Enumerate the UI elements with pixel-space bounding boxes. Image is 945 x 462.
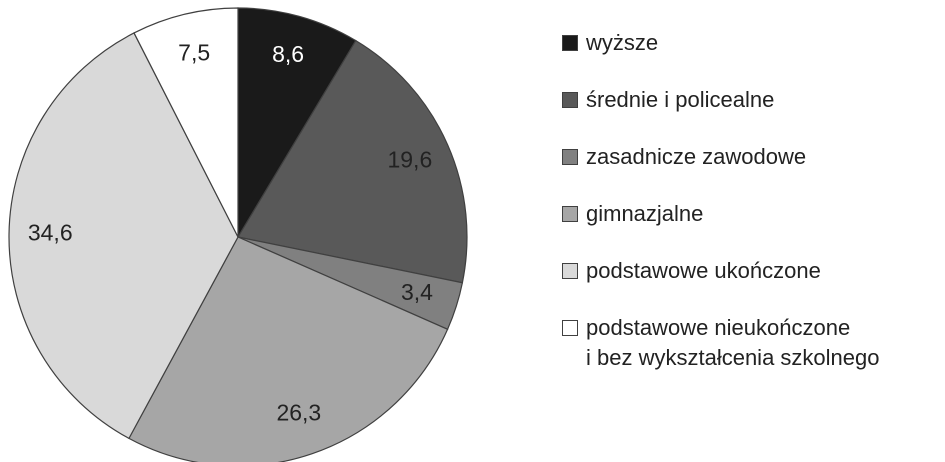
legend: wyższe średnie i policealne zasadnicze zaw… (562, 30, 942, 372)
pie-slice (128, 236, 449, 462)
legend-item: podstawowe nieukończone i bez wykształce… (562, 315, 942, 372)
pie-slice (237, 39, 468, 284)
legend-item: gimnazjalne (562, 201, 942, 258)
legend-swatch (562, 206, 578, 222)
legend-item: podstawowe ukończone (562, 258, 942, 315)
legend-label: podstawowe nieukończone i bez wykształce… (586, 315, 880, 370)
legend-swatch (562, 35, 578, 51)
legend-item: wyższe (562, 30, 942, 87)
legend-swatch (562, 92, 578, 108)
data-label: 34,6 (28, 220, 73, 246)
pie-slice (8, 32, 239, 440)
legend-label: zasadnicze zawodowe (586, 144, 807, 169)
data-label: 26,3 (276, 400, 321, 426)
legend-label: podstawowe ukończone (586, 258, 821, 283)
pie-slice (237, 7, 357, 240)
data-label: 8,6 (272, 41, 304, 67)
data-label: 19,6 (387, 146, 432, 172)
legend-swatch (562, 149, 578, 165)
legend-item: zasadnicze zawodowe (562, 144, 942, 201)
legend-label: średnie i policealne (586, 87, 775, 112)
legend-swatch (562, 320, 578, 336)
data-label: 3,4 (401, 279, 433, 305)
legend-label: gimnazjalne (586, 201, 704, 226)
legend-swatch (562, 263, 578, 279)
pie-slice (133, 7, 239, 238)
legend-label: wyższe (586, 30, 659, 55)
legend-item: średnie i policealne (562, 87, 942, 144)
data-label: 7,5 (178, 39, 210, 65)
chart: 8,6 19,6 3,4 26,3 34,6 7,5 (8, 7, 468, 462)
